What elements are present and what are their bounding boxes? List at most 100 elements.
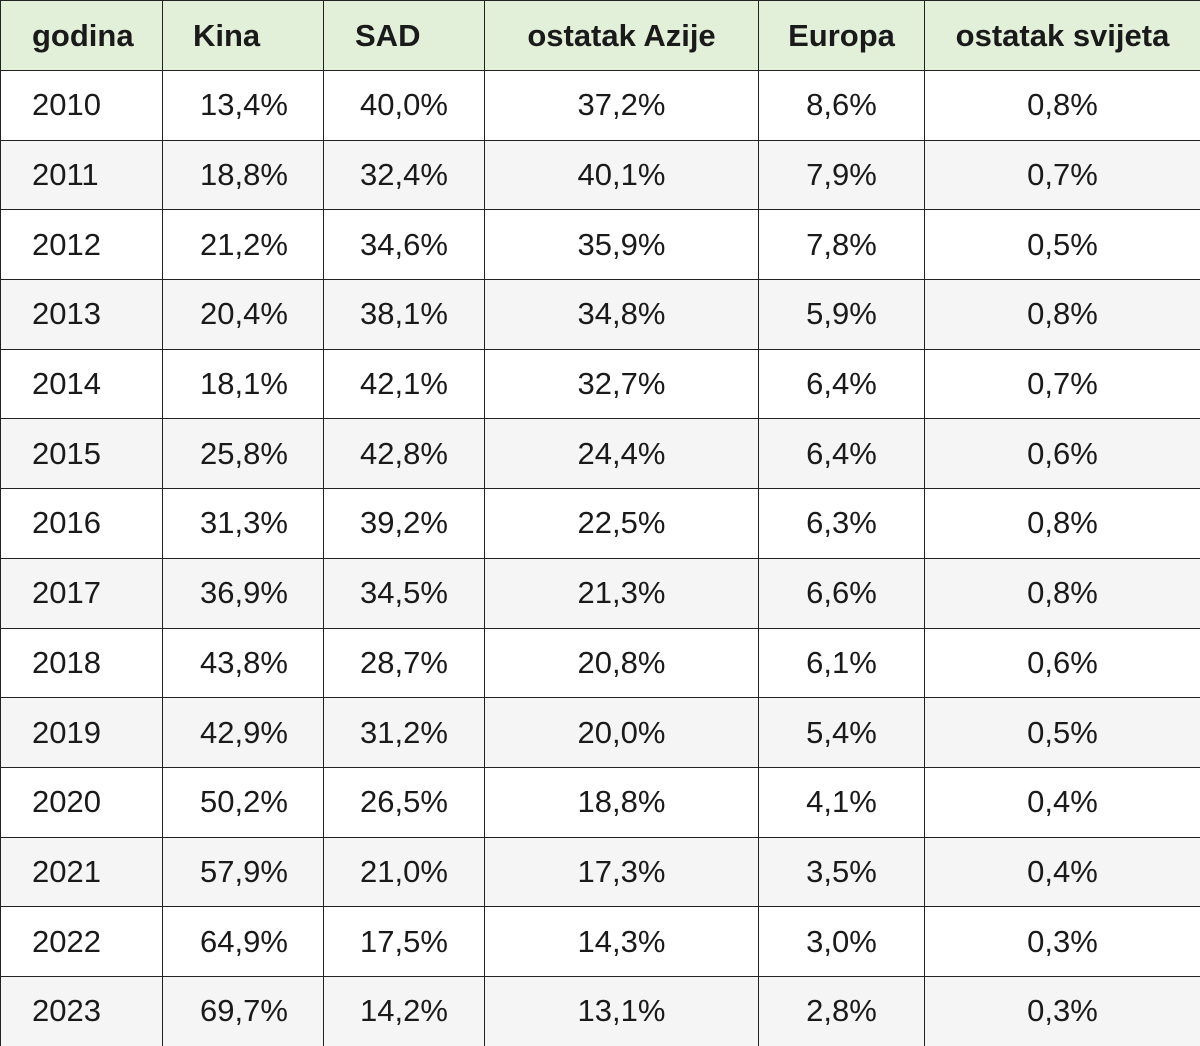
table-row: 2016 31,3% 39,2% 22,5% 6,3% 0,8% — [0, 488, 1200, 559]
year-cell: 2012 — [0, 209, 163, 281]
ostatak-azije-cell: 32,7% — [484, 348, 759, 420]
europa-cell: 7,8% — [758, 209, 925, 281]
header-kina: Kina — [162, 0, 324, 71]
table-row: 2022 64,9% 17,5% 14,3% 3,0% 0,3% — [0, 906, 1200, 977]
ostatak-azije-cell: 17,3% — [484, 836, 759, 908]
kina-cell: 69,7% — [162, 975, 324, 1046]
ostatak-svijeta-cell: 0,7% — [924, 139, 1200, 211]
header-ostatak-azije: ostatak Azije — [484, 0, 759, 71]
header-europa: Europa — [758, 0, 925, 71]
sad-cell: 26,5% — [323, 766, 485, 838]
table-row: 2023 69,7% 14,2% 13,1% 2,8% 0,3% — [0, 975, 1200, 1046]
header-ostatak-svijeta: ostatak svijeta — [924, 0, 1200, 71]
ostatak-azije-cell: 21,3% — [484, 557, 759, 629]
sad-cell: 34,5% — [323, 557, 485, 629]
header-sad: SAD — [323, 0, 485, 71]
europa-cell: 6,4% — [758, 348, 925, 420]
year-cell: 2023 — [0, 975, 163, 1046]
europa-cell: 5,4% — [758, 697, 925, 768]
kina-cell: 43,8% — [162, 627, 324, 699]
europa-cell: 3,0% — [758, 906, 925, 977]
kina-cell: 31,3% — [162, 488, 324, 559]
sad-cell: 31,2% — [323, 697, 485, 768]
ostatak-svijeta-cell: 0,3% — [924, 975, 1200, 1046]
year-cell: 2020 — [0, 766, 163, 838]
sad-cell: 40,0% — [323, 70, 485, 141]
europa-cell: 2,8% — [758, 975, 925, 1046]
kina-cell: 21,2% — [162, 209, 324, 281]
europa-cell: 6,3% — [758, 488, 925, 559]
kina-cell: 36,9% — [162, 557, 324, 629]
sad-cell: 14,2% — [323, 975, 485, 1046]
ostatak-azije-cell: 34,8% — [484, 279, 759, 350]
kina-cell: 42,9% — [162, 697, 324, 768]
year-cell: 2018 — [0, 627, 163, 699]
europa-cell: 8,6% — [758, 70, 925, 141]
table-row: 2018 43,8% 28,7% 20,8% 6,1% 0,6% — [0, 627, 1200, 699]
table-row: 2014 18,1% 42,1% 32,7% 6,4% 0,7% — [0, 348, 1200, 420]
ostatak-azije-cell: 22,5% — [484, 488, 759, 559]
ostatak-svijeta-cell: 0,4% — [924, 836, 1200, 908]
table-row: 2011 18,8% 32,4% 40,1% 7,9% 0,7% — [0, 139, 1200, 211]
europa-cell: 7,9% — [758, 139, 925, 211]
year-cell: 2014 — [0, 348, 163, 420]
ostatak-svijeta-cell: 0,5% — [924, 697, 1200, 768]
header-godina: godina — [0, 0, 163, 71]
year-cell: 2010 — [0, 70, 163, 141]
sad-cell: 34,6% — [323, 209, 485, 281]
ostatak-svijeta-cell: 0,3% — [924, 906, 1200, 977]
ostatak-azije-cell: 37,2% — [484, 70, 759, 141]
table-row: 2019 42,9% 31,2% 20,0% 5,4% 0,5% — [0, 697, 1200, 768]
kina-cell: 25,8% — [162, 418, 324, 490]
ostatak-azije-cell: 20,8% — [484, 627, 759, 699]
ostatak-azije-cell: 14,3% — [484, 906, 759, 977]
sad-cell: 39,2% — [323, 488, 485, 559]
table-row: 2010 13,4% 40,0% 37,2% 8,6% 0,8% — [0, 70, 1200, 141]
year-cell: 2017 — [0, 557, 163, 629]
ostatak-svijeta-cell: 0,4% — [924, 766, 1200, 838]
ostatak-svijeta-cell: 0,8% — [924, 557, 1200, 629]
sad-cell: 42,8% — [323, 418, 485, 490]
ostatak-azije-cell: 13,1% — [484, 975, 759, 1046]
ostatak-svijeta-cell: 0,5% — [924, 209, 1200, 281]
ostatak-svijeta-cell: 0,8% — [924, 279, 1200, 350]
table-row: 2017 36,9% 34,5% 21,3% 6,6% 0,8% — [0, 557, 1200, 629]
europa-cell: 6,6% — [758, 557, 925, 629]
sad-cell: 21,0% — [323, 836, 485, 908]
ostatak-svijeta-cell: 0,6% — [924, 418, 1200, 490]
year-cell: 2013 — [0, 279, 163, 350]
europa-cell: 6,1% — [758, 627, 925, 699]
europa-cell: 6,4% — [758, 418, 925, 490]
year-cell: 2015 — [0, 418, 163, 490]
sad-cell: 32,4% — [323, 139, 485, 211]
table-row: 2015 25,8% 42,8% 24,4% 6,4% 0,6% — [0, 418, 1200, 490]
kina-cell: 57,9% — [162, 836, 324, 908]
ostatak-svijeta-cell: 0,6% — [924, 627, 1200, 699]
header-row: godina Kina SAD ostatak Azije Europa ost… — [0, 0, 1200, 71]
year-cell: 2021 — [0, 836, 163, 908]
year-cell: 2011 — [0, 139, 163, 211]
ostatak-azije-cell: 18,8% — [484, 766, 759, 838]
kina-cell: 20,4% — [162, 279, 324, 350]
table-row: 2013 20,4% 38,1% 34,8% 5,9% 0,8% — [0, 279, 1200, 350]
kina-cell: 64,9% — [162, 906, 324, 977]
ostatak-azije-cell: 24,4% — [484, 418, 759, 490]
ostatak-azije-cell: 20,0% — [484, 697, 759, 768]
ostatak-svijeta-cell: 0,8% — [924, 70, 1200, 141]
kina-cell: 13,4% — [162, 70, 324, 141]
europa-cell: 4,1% — [758, 766, 925, 838]
table-row: 2020 50,2% 26,5% 18,8% 4,1% 0,4% — [0, 766, 1200, 838]
table-row: 2012 21,2% 34,6% 35,9% 7,8% 0,5% — [0, 209, 1200, 281]
year-cell: 2016 — [0, 488, 163, 559]
year-cell: 2022 — [0, 906, 163, 977]
ostatak-svijeta-cell: 0,7% — [924, 348, 1200, 420]
kina-cell: 18,8% — [162, 139, 324, 211]
table-row: 2021 57,9% 21,0% 17,3% 3,5% 0,4% — [0, 836, 1200, 908]
sad-cell: 17,5% — [323, 906, 485, 977]
ostatak-svijeta-cell: 0,8% — [924, 488, 1200, 559]
sad-cell: 28,7% — [323, 627, 485, 699]
kina-cell: 50,2% — [162, 766, 324, 838]
year-cell: 2019 — [0, 697, 163, 768]
sad-cell: 38,1% — [323, 279, 485, 350]
